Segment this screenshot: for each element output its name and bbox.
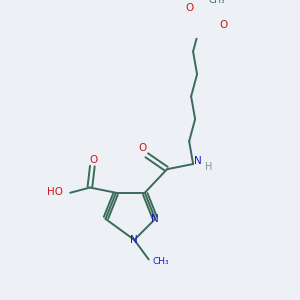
Text: O: O xyxy=(90,154,98,165)
Text: N: N xyxy=(194,156,202,166)
Text: O: O xyxy=(139,143,147,153)
Text: N: N xyxy=(152,214,159,224)
Text: O: O xyxy=(186,3,194,13)
Text: CH₃: CH₃ xyxy=(153,257,169,266)
Text: H: H xyxy=(205,162,212,172)
Text: N: N xyxy=(130,235,138,245)
Text: O: O xyxy=(219,20,227,30)
Text: CH₃: CH₃ xyxy=(209,0,225,4)
Text: HO: HO xyxy=(47,187,63,197)
